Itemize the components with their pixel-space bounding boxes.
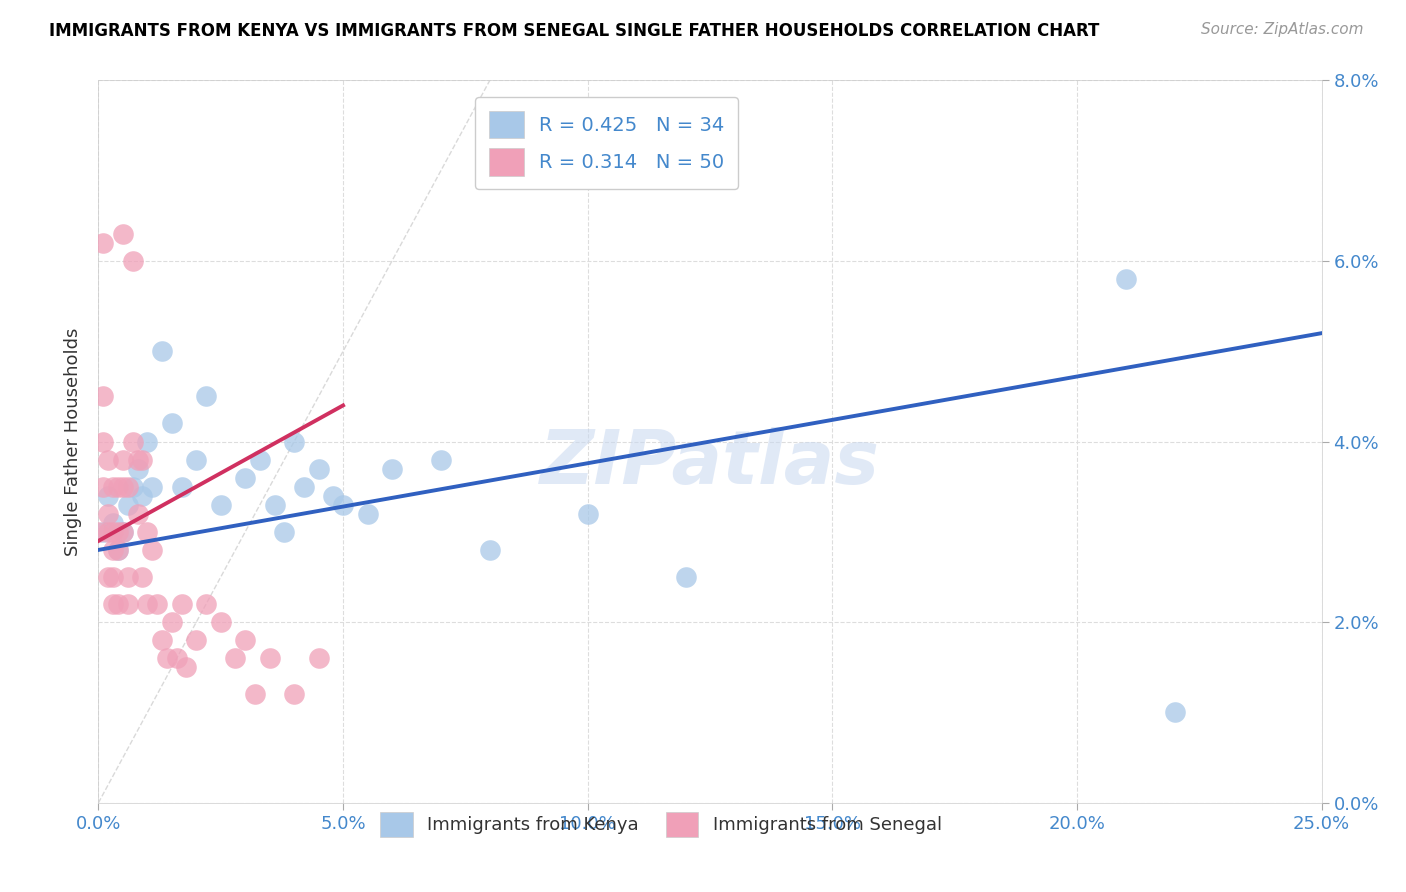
Point bbox=[107, 480, 129, 494]
Point bbox=[356, 507, 378, 521]
Point bbox=[141, 480, 163, 494]
Point bbox=[97, 524, 120, 539]
Text: Source: ZipAtlas.com: Source: ZipAtlas.com bbox=[1201, 22, 1364, 37]
Point bbox=[91, 480, 114, 494]
Point bbox=[127, 452, 149, 467]
Point bbox=[332, 498, 354, 512]
Point bbox=[101, 597, 124, 611]
Point bbox=[160, 615, 183, 630]
Point bbox=[273, 524, 295, 539]
Point bbox=[107, 524, 129, 539]
Point bbox=[101, 480, 124, 494]
Point bbox=[156, 651, 179, 665]
Point bbox=[136, 434, 159, 449]
Point bbox=[170, 480, 193, 494]
Point bbox=[111, 524, 134, 539]
Point bbox=[243, 687, 266, 701]
Point bbox=[117, 480, 139, 494]
Point bbox=[322, 489, 344, 503]
Point bbox=[127, 461, 149, 475]
Point bbox=[111, 452, 134, 467]
Point bbox=[170, 597, 193, 611]
Point bbox=[97, 452, 120, 467]
Point bbox=[141, 542, 163, 557]
Point bbox=[160, 417, 183, 431]
Point bbox=[292, 480, 315, 494]
Point bbox=[308, 651, 330, 665]
Point bbox=[97, 570, 120, 584]
Point bbox=[478, 542, 501, 557]
Legend: Immigrants from Kenya, Immigrants from Senegal: Immigrants from Kenya, Immigrants from S… bbox=[373, 805, 949, 845]
Point bbox=[195, 597, 218, 611]
Point bbox=[87, 524, 110, 539]
Point bbox=[111, 480, 134, 494]
Point bbox=[111, 227, 134, 241]
Point bbox=[117, 498, 139, 512]
Point bbox=[283, 434, 305, 449]
Point bbox=[136, 524, 159, 539]
Point bbox=[97, 507, 120, 521]
Point bbox=[131, 489, 153, 503]
Point bbox=[97, 489, 120, 503]
Point bbox=[209, 498, 232, 512]
Point bbox=[576, 507, 599, 521]
Point bbox=[186, 633, 208, 648]
Point bbox=[131, 452, 153, 467]
Point bbox=[381, 461, 404, 475]
Point bbox=[1115, 272, 1137, 286]
Point bbox=[233, 471, 256, 485]
Point bbox=[186, 452, 208, 467]
Point bbox=[101, 570, 124, 584]
Point bbox=[308, 461, 330, 475]
Point bbox=[176, 660, 198, 674]
Point bbox=[111, 524, 134, 539]
Point bbox=[233, 633, 256, 648]
Point bbox=[146, 597, 169, 611]
Point bbox=[91, 434, 114, 449]
Point bbox=[91, 235, 114, 250]
Point bbox=[117, 570, 139, 584]
Point bbox=[117, 597, 139, 611]
Point bbox=[675, 570, 697, 584]
Point bbox=[107, 542, 129, 557]
Point bbox=[136, 597, 159, 611]
Point bbox=[101, 516, 124, 530]
Point bbox=[121, 434, 143, 449]
Point bbox=[209, 615, 232, 630]
Point bbox=[263, 498, 285, 512]
Point bbox=[259, 651, 281, 665]
Point bbox=[430, 452, 453, 467]
Point bbox=[150, 344, 173, 359]
Point bbox=[166, 651, 188, 665]
Point bbox=[107, 597, 129, 611]
Point bbox=[1164, 706, 1187, 720]
Point bbox=[121, 480, 143, 494]
Point bbox=[127, 507, 149, 521]
Text: IMMIGRANTS FROM KENYA VS IMMIGRANTS FROM SENEGAL SINGLE FATHER HOUSEHOLDS CORREL: IMMIGRANTS FROM KENYA VS IMMIGRANTS FROM… bbox=[49, 22, 1099, 40]
Point bbox=[121, 253, 143, 268]
Point bbox=[195, 389, 218, 403]
Point bbox=[91, 389, 114, 403]
Point bbox=[249, 452, 271, 467]
Point bbox=[131, 570, 153, 584]
Point bbox=[283, 687, 305, 701]
Y-axis label: Single Father Households: Single Father Households bbox=[65, 327, 83, 556]
Point bbox=[150, 633, 173, 648]
Point bbox=[101, 542, 124, 557]
Point bbox=[224, 651, 246, 665]
Text: ZIPatlas: ZIPatlas bbox=[540, 426, 880, 500]
Point bbox=[101, 524, 124, 539]
Point bbox=[107, 542, 129, 557]
Point bbox=[91, 524, 114, 539]
